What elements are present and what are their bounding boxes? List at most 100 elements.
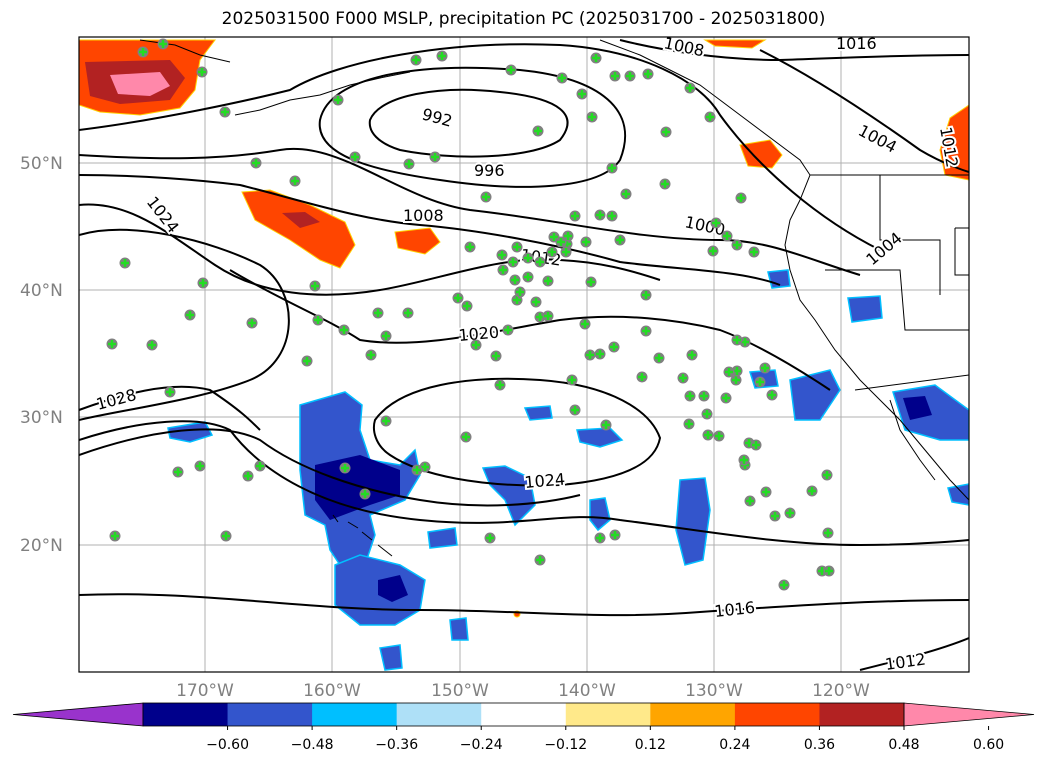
lon-label-160w: 160°W: [303, 681, 361, 701]
observation-marker: [509, 274, 521, 286]
map-area[interactable]: 992 996 1000 1004 1004 1008 1008 1012 10…: [79, 33, 969, 674]
contour-1004-a: [79, 147, 861, 276]
observation-marker: [823, 565, 835, 577]
latitude-labels: 50°N 40°N 30°N 20°N: [20, 154, 63, 556]
observation-marker: [119, 257, 131, 269]
observation-markers: [106, 38, 835, 591]
observation-marker: [608, 341, 620, 353]
observation-marker: [750, 439, 762, 451]
observation-marker: [594, 348, 606, 360]
observation-marker: [713, 430, 725, 442]
observation-marker: [497, 264, 509, 276]
colorbar-segment: [227, 703, 313, 726]
colorbar-tick-label: −0.24: [460, 737, 503, 753]
observation-marker: [579, 318, 591, 330]
observation-marker: [562, 230, 574, 242]
precip-area-baja-core: [903, 396, 932, 420]
baja-peninsula: [889, 399, 936, 481]
observation-marker: [660, 126, 672, 138]
observation-marker: [403, 158, 415, 170]
observation-marker: [590, 52, 602, 64]
observation-marker: [461, 300, 473, 312]
colorbar: −0.60 −0.48 −0.36 −0.24 −0.12 0.12 0.24 0.36 0.4…: [12, 702, 1035, 753]
colorbar-segment: [396, 703, 482, 726]
observation-marker: [594, 532, 606, 544]
observation-marker: [339, 462, 351, 474]
observation-marker: [157, 38, 169, 50]
precip-area-south-2: [449, 617, 469, 641]
lat-label-30n: 30°N: [20, 408, 63, 428]
observation-marker: [606, 162, 618, 174]
observation-marker: [109, 530, 121, 542]
observation-marker: [684, 390, 696, 402]
observation-marker: [470, 339, 482, 351]
observation-marker: [609, 529, 621, 541]
colorbar-frame: [142, 702, 905, 727]
contour-1020-south: [79, 420, 969, 547]
contour-label-996: 996: [474, 161, 505, 180]
observation-marker: [731, 239, 743, 251]
contour-996: [318, 66, 626, 188]
observation-marker: [730, 374, 742, 386]
observation-marker: [197, 277, 209, 289]
observation-marker: [511, 241, 523, 253]
observation-marker: [460, 431, 472, 443]
observation-marker: [309, 280, 321, 292]
precip-area-west-small: [167, 421, 214, 443]
observation-marker: [289, 175, 301, 187]
observation-marker: [620, 188, 632, 200]
observation-marker: [464, 241, 476, 253]
observation-marker: [640, 325, 652, 337]
precip-area-hawaii-core: [315, 455, 400, 520]
colorbar-tick-label: 0.12: [635, 737, 666, 753]
observation-marker: [172, 466, 184, 478]
observation-marker: [490, 350, 502, 362]
observation-marker: [731, 334, 743, 346]
precip-area-east-1: [675, 477, 711, 566]
contour-1024-inner: [372, 377, 662, 487]
contour-1016-west: [79, 228, 290, 421]
contour-992: [368, 88, 569, 158]
precip-area-central-4: [523, 405, 553, 421]
observation-marker: [196, 66, 208, 78]
precip-positive-areas: [79, 39, 969, 618]
observation-marker: [338, 324, 350, 336]
observation-marker: [760, 486, 772, 498]
observation-marker: [332, 94, 344, 106]
precip-area-gulf: [703, 39, 767, 49]
observation-marker: [246, 317, 258, 329]
observation-marker: [505, 64, 517, 76]
observation-marker: [359, 488, 371, 500]
coastlines: [139, 39, 969, 557]
colorbar-segment: [312, 703, 398, 726]
observation-marker: [514, 286, 526, 298]
colorbar-tick-label: −0.36: [375, 737, 418, 753]
observation-marker: [707, 245, 719, 257]
state-border-1: [879, 175, 941, 295]
observation-marker: [106, 338, 118, 350]
contour-label-1012-s: 1012: [884, 649, 927, 673]
precip-area-nw-peak: [110, 72, 170, 96]
precip-area-mexico: [947, 483, 969, 506]
observation-marker: [659, 178, 671, 190]
observation-marker: [609, 70, 621, 82]
observation-marker: [556, 72, 568, 84]
observation-marker: [720, 392, 732, 404]
colorbar-segment: [650, 703, 736, 726]
precip-area-central-1: [427, 527, 458, 549]
observation-marker: [569, 404, 581, 416]
observation-marker: [411, 464, 423, 476]
observation-marker: [530, 296, 542, 308]
map-frame: [78, 36, 970, 673]
observation-marker: [585, 276, 597, 288]
contour-1008-a: [79, 174, 781, 286]
observation-marker: [754, 376, 766, 388]
colorbar-segment: [143, 703, 229, 726]
observation-marker: [606, 210, 618, 222]
observation-marker: [254, 460, 266, 472]
observation-marker: [532, 125, 544, 137]
observation-marker: [301, 355, 313, 367]
observation-marker: [402, 307, 414, 319]
observation-marker: [496, 249, 508, 261]
